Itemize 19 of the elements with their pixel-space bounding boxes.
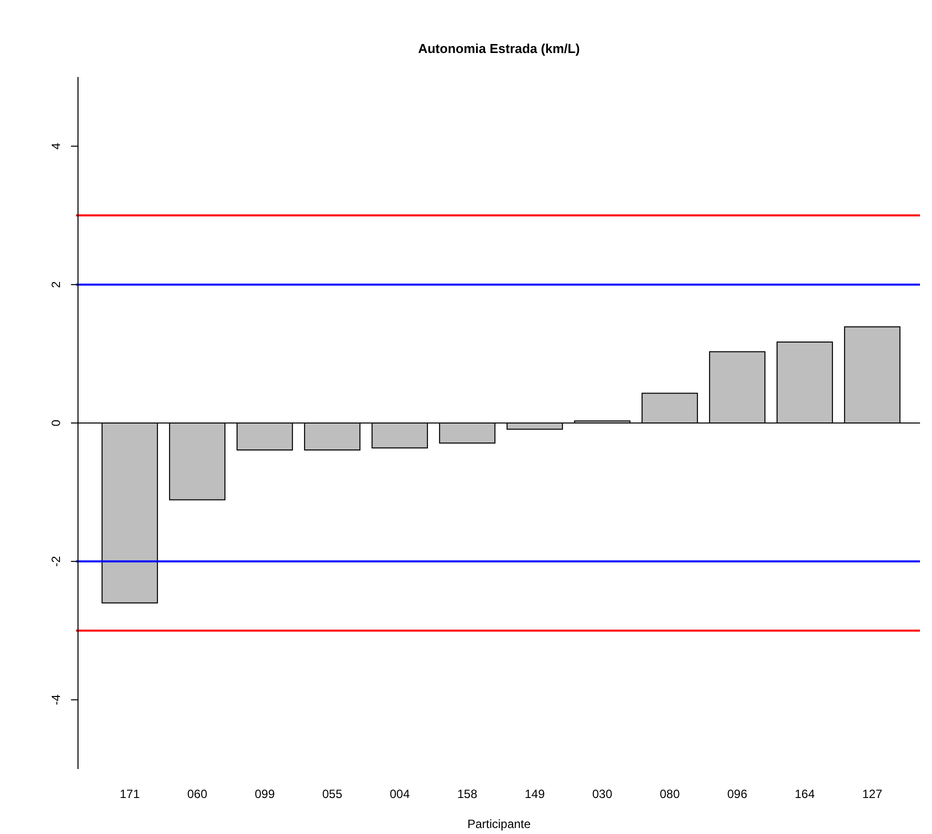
- x-tick-label: 004: [390, 787, 410, 801]
- x-tick-label: 127: [862, 787, 883, 801]
- y-tick-label: 2: [49, 280, 63, 288]
- x-tick-label: 099: [254, 787, 276, 801]
- y-tick-label: 0: [49, 419, 63, 426]
- x-tick-label: 171: [120, 787, 140, 801]
- x-tick-label: 164: [794, 787, 816, 801]
- x-tick-label: 030: [592, 787, 613, 801]
- x-tick-label: 055: [322, 787, 343, 801]
- x-tick-label: 096: [727, 787, 748, 801]
- x-tick-label: 158: [457, 787, 478, 801]
- y-tick-label: -4: [49, 694, 63, 706]
- chart-title: Autonomia Estrada (km/L): [418, 41, 580, 56]
- x-tick-label: 080: [660, 787, 680, 801]
- x-tick-label: 060: [187, 787, 208, 801]
- y-tick-label: -2: [49, 556, 63, 567]
- x-axis-title: Participante: [467, 817, 532, 831]
- x-tick-label: 149: [524, 787, 546, 801]
- y-tick-label: 4: [49, 142, 63, 150]
